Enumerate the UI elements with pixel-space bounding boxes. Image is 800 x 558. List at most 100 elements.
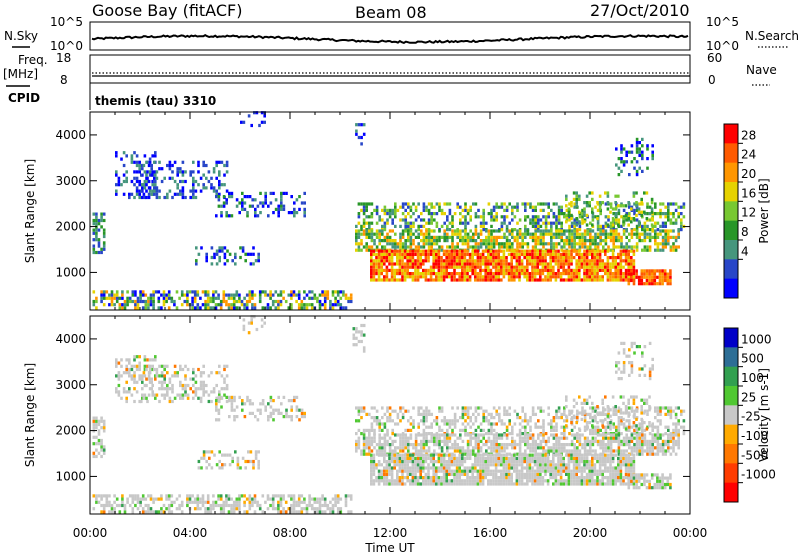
data-cell — [542, 215, 545, 218]
data-cell — [643, 282, 646, 285]
data-cell — [540, 209, 543, 212]
data-cell — [145, 378, 148, 381]
data-cell — [371, 426, 374, 429]
data-cell — [664, 276, 667, 279]
data-cell — [376, 449, 379, 452]
data-cell — [381, 449, 384, 452]
data-cell — [420, 440, 423, 443]
data-cell — [210, 306, 213, 309]
data-cell — [501, 222, 504, 225]
data-cell — [376, 443, 379, 446]
data-cell — [380, 259, 383, 262]
data-cell — [503, 443, 506, 446]
data-cell — [220, 405, 223, 408]
data-cell — [506, 429, 509, 432]
data-cell — [576, 433, 579, 436]
data-cell — [150, 174, 153, 177]
data-cell — [501, 242, 504, 245]
data-cell — [495, 236, 498, 239]
data-cell — [355, 440, 358, 443]
data-cell — [194, 297, 197, 300]
data-cell — [680, 426, 683, 429]
data-cell — [249, 300, 252, 303]
data-cell — [654, 249, 657, 252]
data-cell — [396, 272, 399, 275]
data-cell — [617, 269, 620, 272]
data-cell — [441, 225, 444, 228]
data-cell — [631, 151, 634, 154]
data-cell — [149, 358, 152, 361]
data-cell — [303, 290, 306, 293]
data-cell — [347, 297, 350, 300]
data-cell — [212, 297, 215, 300]
data-cell — [228, 415, 231, 418]
data-cell — [467, 222, 470, 225]
data-cell — [282, 290, 285, 293]
data-cell — [155, 510, 158, 513]
data-cell — [100, 504, 103, 507]
data-cell — [534, 242, 537, 245]
data-cell — [368, 236, 371, 239]
data-cell — [644, 233, 647, 236]
data-cell — [381, 443, 384, 446]
data-cell — [182, 196, 185, 199]
data-cell — [683, 202, 686, 205]
data-cell — [617, 195, 620, 198]
data-cell — [521, 269, 524, 272]
data-cell — [540, 202, 543, 205]
data-cell — [355, 249, 358, 252]
data-cell — [184, 384, 187, 387]
data-cell — [98, 439, 101, 442]
data-cell — [628, 443, 631, 446]
data-cell — [425, 413, 428, 416]
data-cell — [594, 272, 597, 275]
data-cell — [365, 242, 368, 245]
data-cell — [622, 272, 625, 275]
data-cell — [133, 365, 136, 368]
data-cell — [277, 494, 280, 497]
data-cell — [636, 443, 639, 446]
data-cell — [545, 233, 548, 236]
data-cell — [378, 422, 381, 425]
data-cell — [456, 245, 459, 248]
data-cell — [358, 242, 361, 245]
data-cell — [575, 204, 578, 207]
data-cell — [376, 212, 379, 215]
data-cell — [272, 409, 275, 412]
data-cell — [115, 374, 118, 377]
data-cell — [376, 209, 379, 212]
data-cell — [293, 201, 296, 204]
data-cell — [163, 177, 166, 180]
data-cell — [461, 272, 464, 275]
data-cell — [651, 440, 654, 443]
data-cell — [560, 259, 563, 262]
data-cell — [518, 262, 521, 265]
data-cell — [643, 211, 646, 214]
data-cell — [389, 242, 392, 245]
data-cell — [184, 180, 187, 183]
data-cell — [526, 266, 529, 269]
data-cell — [680, 218, 683, 221]
data-cell — [298, 297, 301, 300]
data-cell — [553, 233, 556, 236]
data-cell — [633, 191, 636, 194]
data-cell — [562, 250, 565, 253]
data-cell — [607, 278, 610, 281]
data-cell — [337, 507, 340, 510]
data-cell — [667, 212, 670, 215]
data-cell — [233, 303, 236, 306]
data-cell — [453, 256, 456, 259]
data-cell — [414, 250, 417, 253]
data-cell — [425, 222, 428, 225]
data-cell — [527, 433, 530, 436]
data-cell — [142, 300, 145, 303]
data-cell — [505, 266, 508, 269]
data-cell — [150, 167, 153, 170]
data-cell — [479, 278, 482, 281]
data-cell — [277, 303, 280, 306]
data-cell — [171, 387, 174, 390]
data-cell — [376, 236, 379, 239]
data-cell — [270, 192, 273, 195]
data-cell — [203, 454, 206, 457]
data-cell — [399, 446, 402, 449]
